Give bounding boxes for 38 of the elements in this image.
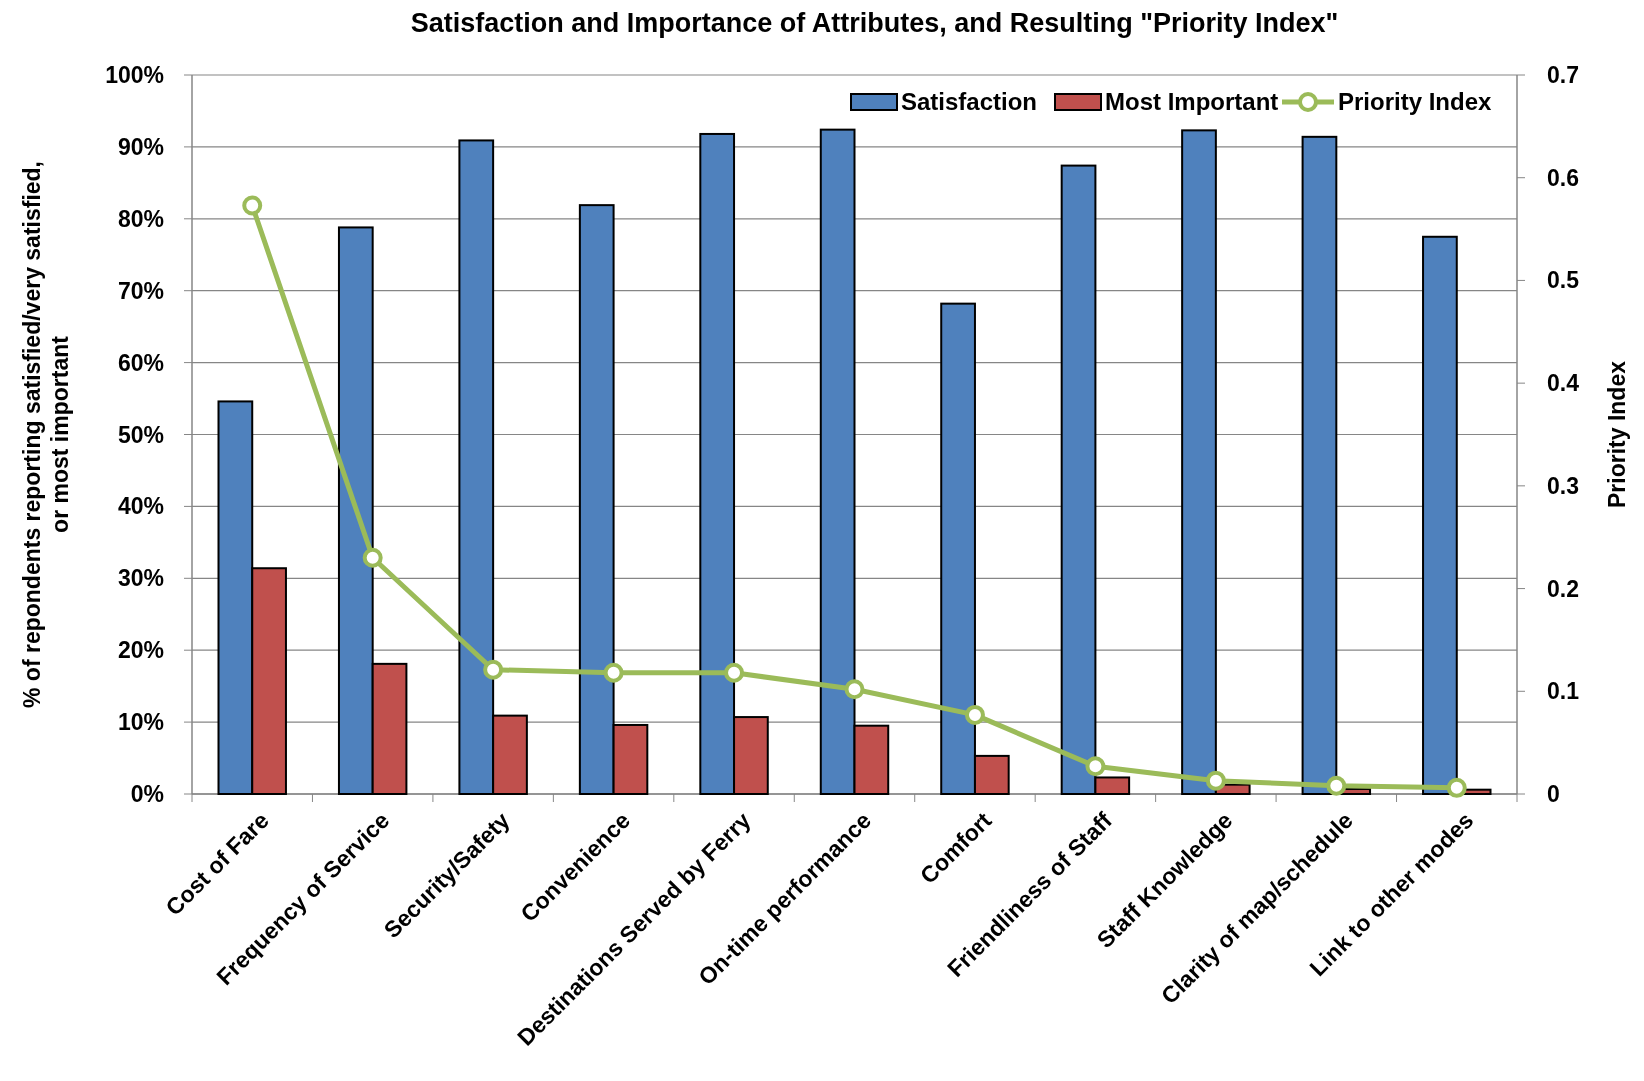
y2-tick-label: 0.4: [1547, 370, 1580, 397]
y-tick-label: 50%: [117, 421, 164, 448]
point: [724, 662, 745, 683]
y2-tick-label: 0.5: [1547, 267, 1580, 294]
y2-tick-label: 0.6: [1547, 164, 1579, 191]
point: [1205, 770, 1226, 791]
y2-tick-label: 0: [1547, 781, 1560, 808]
y2-tick-label: 0.1: [1547, 678, 1580, 705]
y-tick-label: 10%: [117, 709, 164, 736]
legend-label: Most Important: [1105, 88, 1279, 116]
y2-tick-label: 0.2: [1547, 575, 1579, 602]
point: [1446, 777, 1467, 798]
point: [603, 662, 624, 683]
point: [1085, 756, 1106, 777]
y-axis-title: % of repondents reporting satisfied/very satisfied, or most important: [19, 160, 73, 709]
point: [1326, 775, 1347, 796]
y-tick-label: 60%: [117, 349, 164, 376]
y-tick-label: 20%: [117, 637, 164, 664]
y2-tick-label: 0.7: [1547, 62, 1579, 89]
bar: [1422, 235, 1458, 795]
y-tick-label: 80%: [117, 205, 164, 232]
legend-label: Priority Index: [1338, 88, 1493, 116]
point: [483, 659, 504, 680]
y-tick-label: 90%: [117, 133, 164, 160]
point: [362, 547, 383, 568]
point: [242, 195, 263, 216]
y-tick-label: 0%: [130, 781, 164, 808]
y2-tick-label: 0.3: [1547, 472, 1579, 499]
y-tick-label: 30%: [117, 565, 164, 592]
point: [964, 704, 985, 725]
bar: [1301, 135, 1338, 795]
legend-label: Satisfaction: [901, 88, 1038, 116]
point: [844, 679, 865, 700]
chart-title: Satisfaction and Importance of Attributes, and Resulting "Priority Index": [410, 8, 1339, 38]
y2-axis-title: Priority Index: [1604, 360, 1630, 508]
y-tick-label: 70%: [117, 277, 164, 304]
y-tick-label: 100%: [105, 62, 164, 89]
y-tick-label: 40%: [117, 493, 164, 520]
